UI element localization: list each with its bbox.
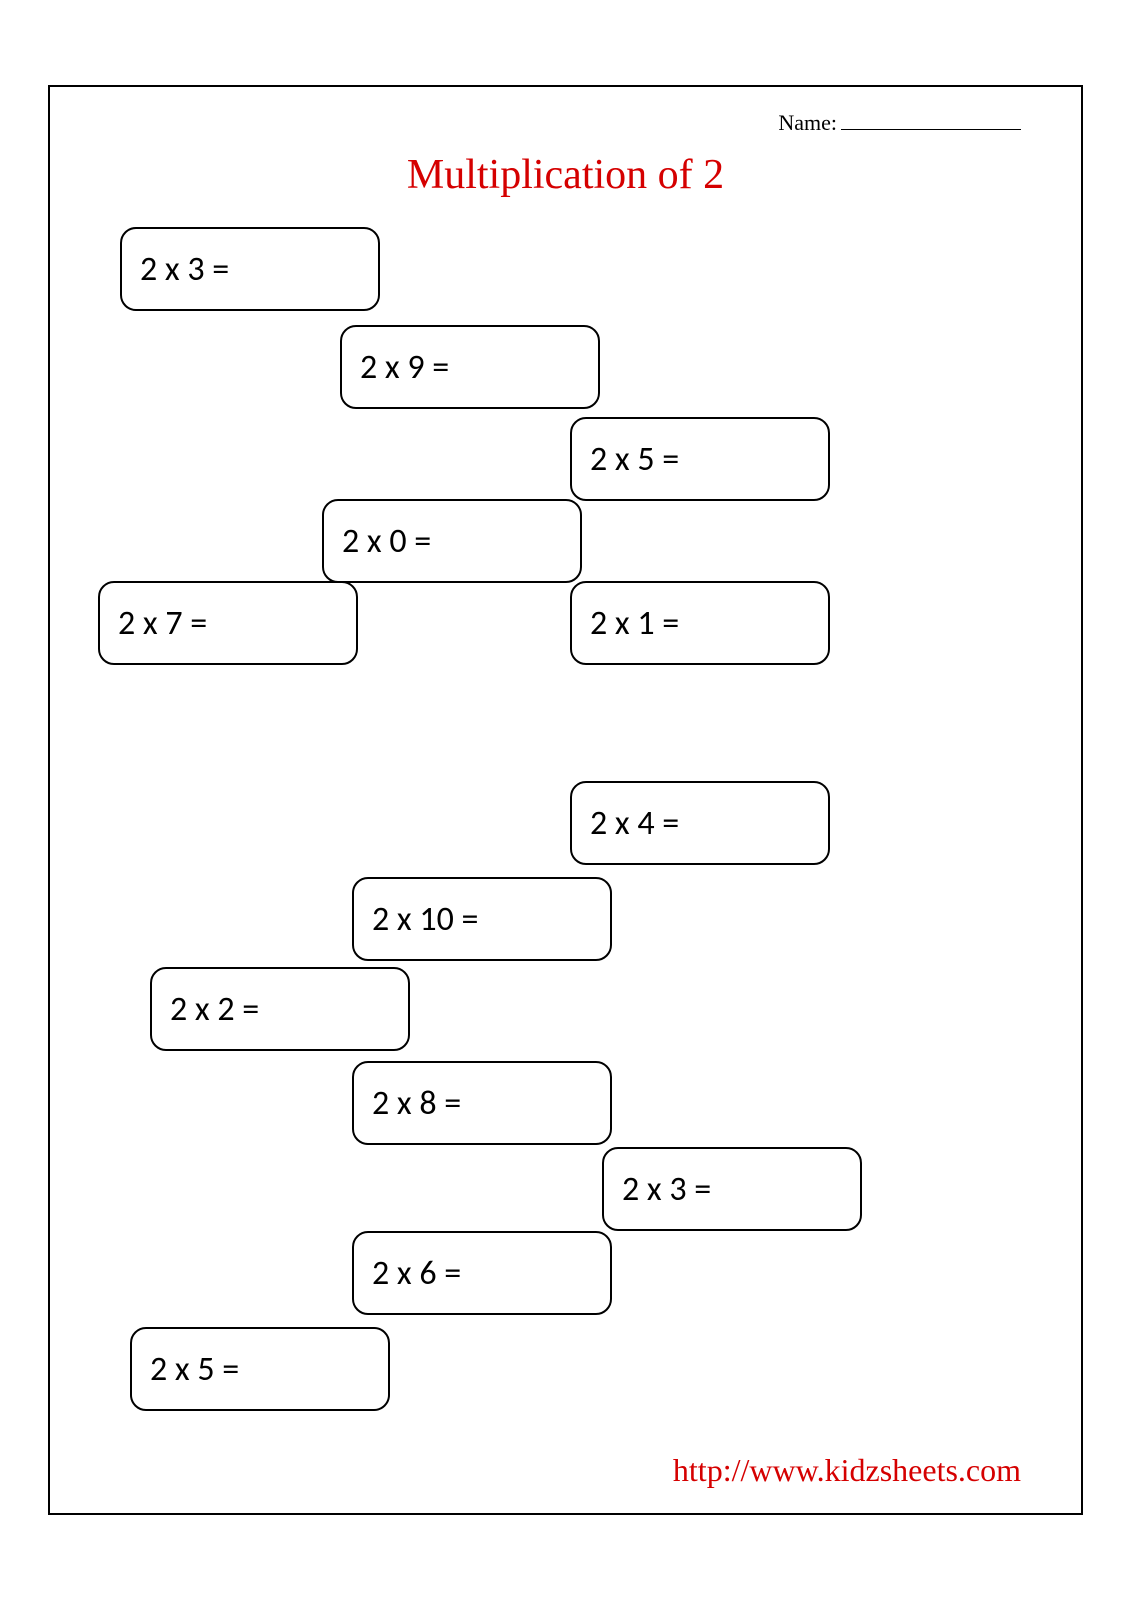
problem-box[interactable]: 2 x 0 = <box>322 499 582 583</box>
problem-box[interactable]: 2 x 8 = <box>352 1061 612 1145</box>
problem-label: 2 x 0 = <box>342 521 431 562</box>
worksheet-page: Name: Multiplication of 2 2 x 3 = 2 x 9 =… <box>0 0 1131 1600</box>
name-label: Name: <box>778 110 837 135</box>
problem-label: 2 x 2 = <box>170 989 259 1030</box>
problem-box[interactable]: 2 x 4 = <box>570 781 830 865</box>
problem-label: 2 x 7 = <box>118 603 207 644</box>
name-field: Name: <box>778 109 1021 136</box>
problem-label: 2 x 9 = <box>360 347 449 388</box>
problem-box[interactable]: 2 x 2 = <box>150 967 410 1051</box>
problem-label: 2 x 5 = <box>150 1349 239 1390</box>
problem-box[interactable]: 2 x 1 = <box>570 581 830 665</box>
problem-box[interactable]: 2 x 7 = <box>98 581 358 665</box>
problem-label: 2 x 5 = <box>590 439 679 480</box>
problem-box[interactable]: 2 x 3 = <box>602 1147 862 1231</box>
problem-box[interactable]: 2 x 10 = <box>352 877 612 961</box>
page-title: Multiplication of 2 <box>50 151 1081 199</box>
problem-label: 2 x 1 = <box>590 603 679 644</box>
problem-box[interactable]: 2 x 9 = <box>340 325 600 409</box>
worksheet-frame: Name: Multiplication of 2 2 x 3 = 2 x 9 =… <box>48 85 1083 1515</box>
name-underline[interactable] <box>841 109 1021 130</box>
footer-url[interactable]: http://www.kidzsheets.com <box>673 1452 1021 1489</box>
problem-box[interactable]: 2 x 5 = <box>570 417 830 501</box>
problem-box[interactable]: 2 x 6 = <box>352 1231 612 1315</box>
problem-label: 2 x 4 = <box>590 803 679 844</box>
problem-label: 2 x 3 = <box>622 1169 711 1210</box>
problem-box[interactable]: 2 x 3 = <box>120 227 380 311</box>
problem-label: 2 x 8 = <box>372 1083 461 1124</box>
problem-label: 2 x 10 = <box>372 899 478 940</box>
problem-label: 2 x 6 = <box>372 1253 461 1294</box>
problem-label: 2 x 3 = <box>140 249 229 290</box>
problem-box[interactable]: 2 x 5 = <box>130 1327 390 1411</box>
